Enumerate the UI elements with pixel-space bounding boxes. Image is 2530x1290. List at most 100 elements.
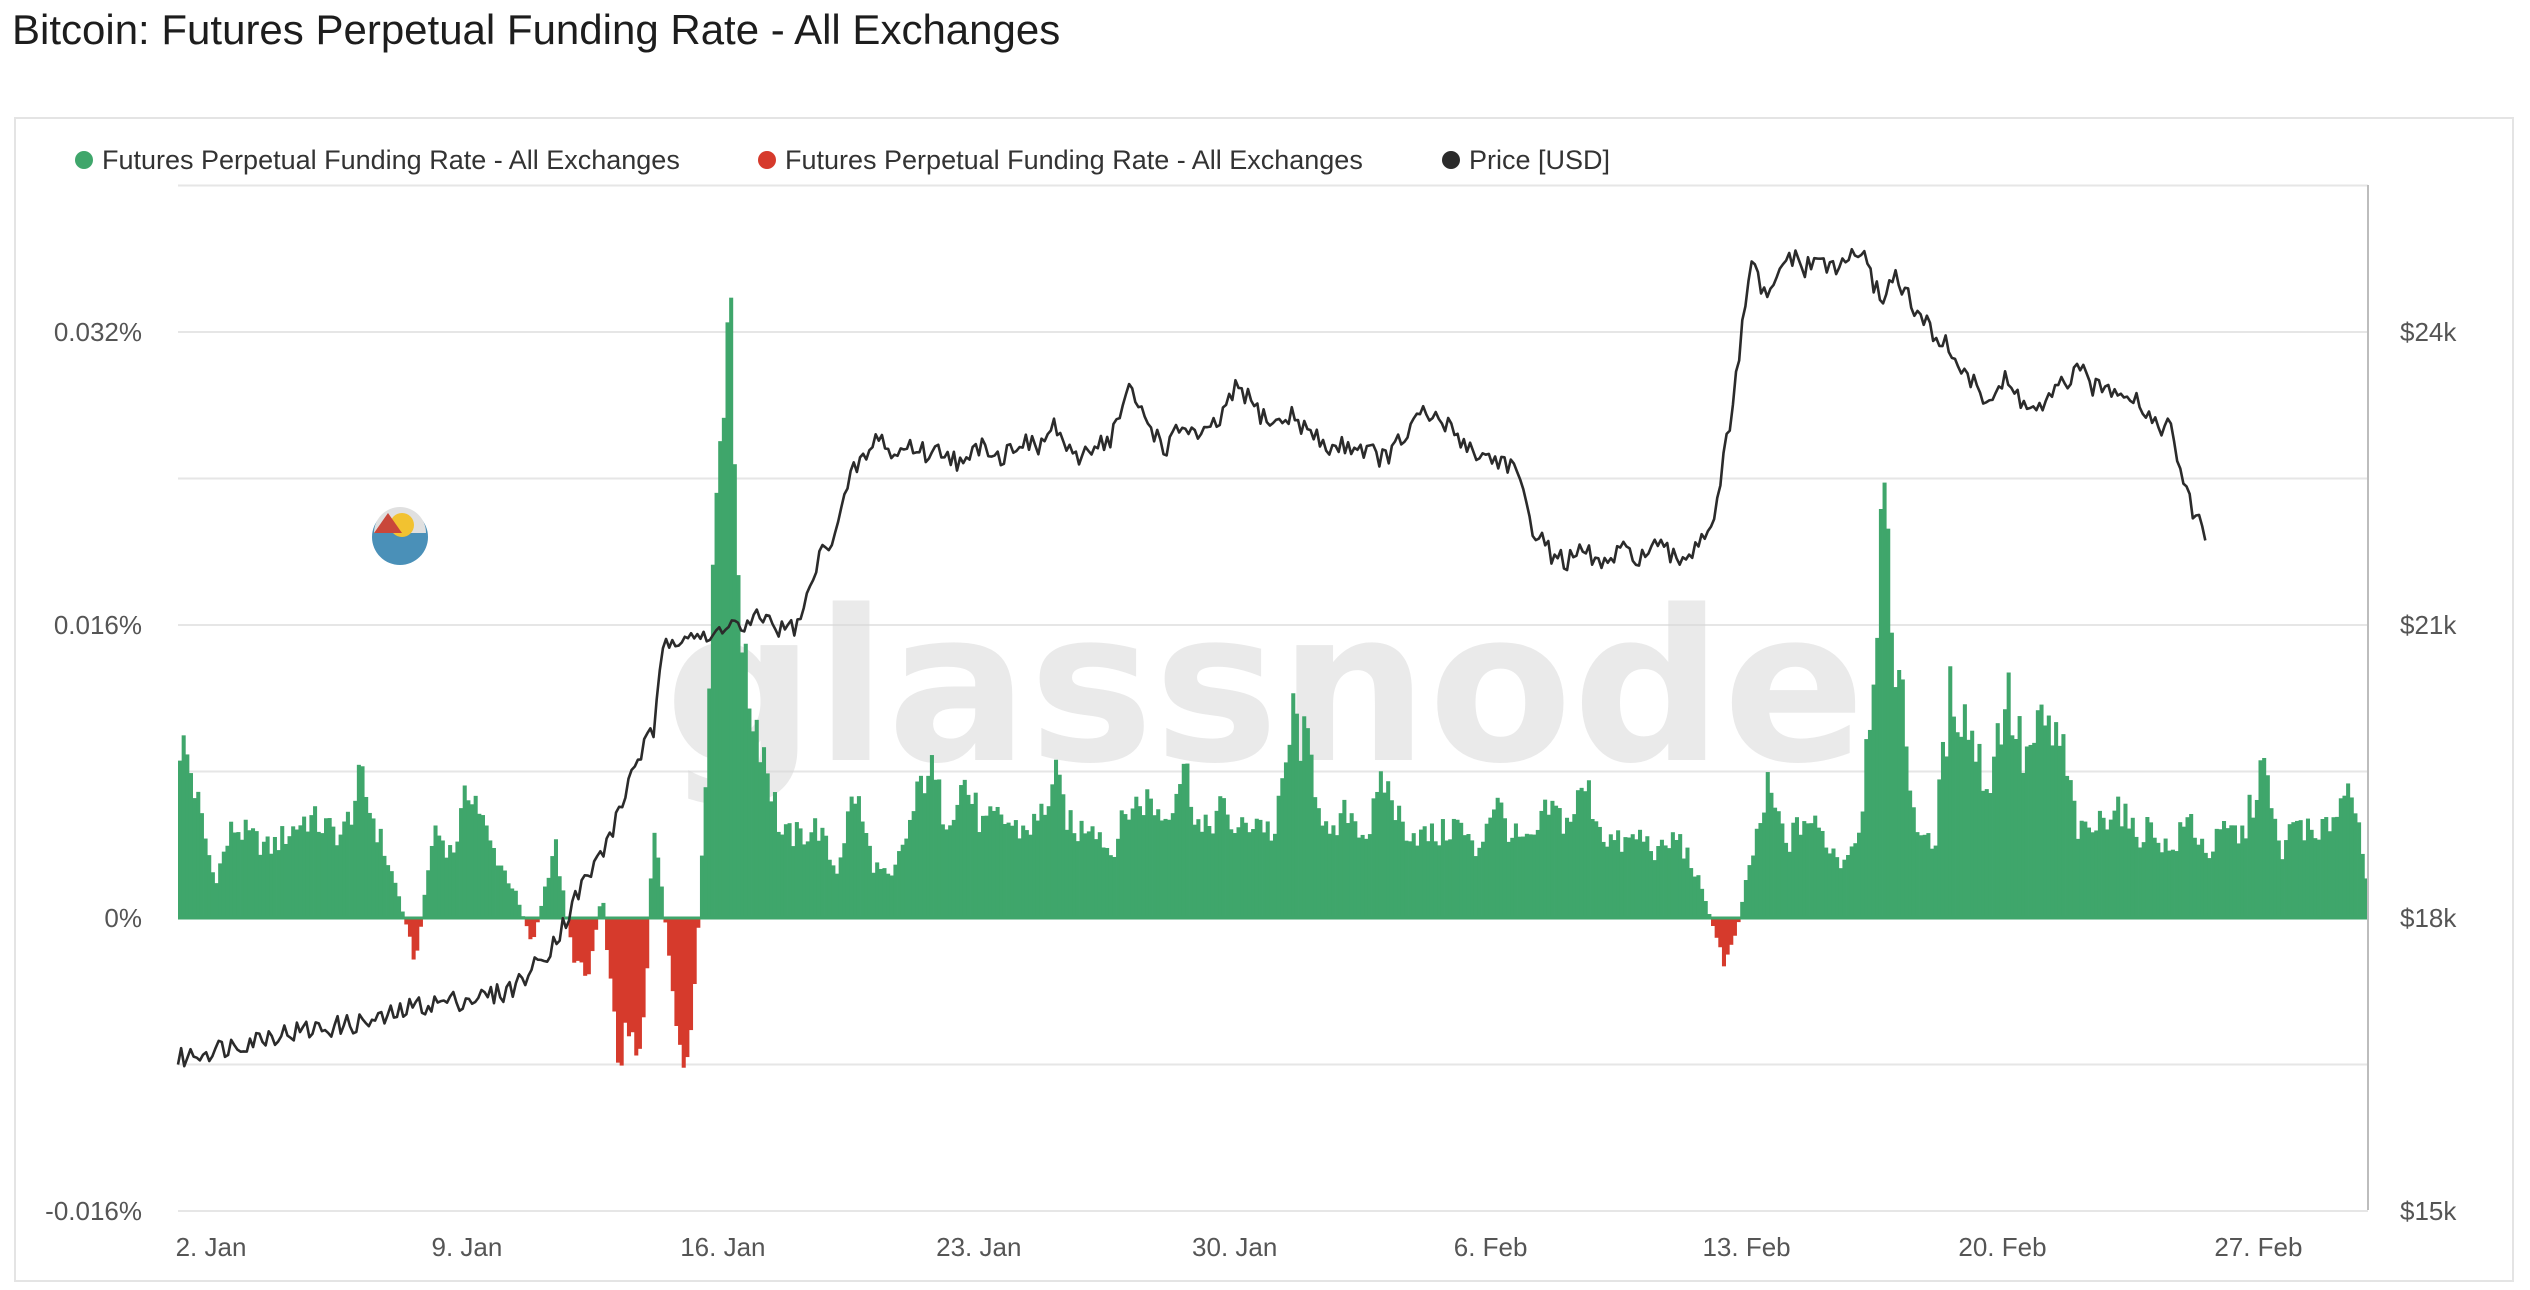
funding-bar-positive (305, 831, 310, 918)
funding-bar-positive (210, 872, 215, 918)
funding-bar-positive (1557, 808, 1562, 918)
funding-bar-positive (291, 826, 296, 918)
legend-layer: Futures Perpetual Funding Rate - All Exc… (75, 145, 1610, 175)
funding-bar-positive (506, 883, 511, 918)
funding-bar-positive (2123, 803, 2128, 918)
funding-bar-positive (1320, 825, 1325, 918)
funding-bar-positive (1119, 810, 1124, 918)
funding-bar-negative (674, 918, 679, 1026)
funding-bar-positive (2232, 825, 2237, 918)
funding-bar-positive (272, 836, 277, 918)
funding-bar-positive (794, 822, 799, 918)
funding-bar-positive (331, 826, 336, 918)
funding-bar-positive (2163, 838, 2168, 918)
funding-bar-positive (1116, 838, 1121, 918)
funding-bar-positive (1404, 840, 1409, 918)
funding-bar-positive (1269, 840, 1274, 918)
grid-layer (178, 184, 2368, 1212)
funding-bar-positive (178, 760, 183, 918)
funding-bar-positive (2342, 795, 2347, 918)
funding-bar-positive (1583, 791, 1588, 918)
funding-bar-positive (1765, 772, 1770, 918)
funding-bar-positive (502, 870, 507, 918)
funding-bar-positive (2013, 739, 2018, 918)
funding-bar-negative (681, 918, 686, 1068)
funding-bar-positive (2116, 796, 2121, 918)
funding-bar-positive (1995, 723, 2000, 918)
funding-bar-positive (433, 825, 438, 918)
funding-bar-positive (232, 832, 237, 918)
funding-bar-positive (1897, 670, 1902, 918)
page-title: Bitcoin: Futures Perpetual Funding Rate … (12, 6, 1061, 53)
funding-bar-negative (586, 918, 591, 975)
funding-bar-negative (407, 918, 412, 937)
funding-bar-positive (2291, 822, 2296, 918)
funding-bar-negative (685, 918, 690, 1058)
funding-bar-positive (1572, 814, 1577, 918)
funding-bar-negative (404, 918, 409, 925)
funding-bar-positive (309, 815, 314, 918)
y-left-tick-label: 0.032% (54, 317, 142, 347)
funding-bar-positive (1513, 823, 1518, 918)
funding-bar-negative (572, 918, 577, 963)
funding-bar-negative (415, 918, 420, 951)
x-tick-label: 16. Jan (680, 1232, 765, 1262)
funding-bar-positive (543, 886, 548, 918)
funding-bar-positive (1794, 817, 1799, 918)
funding-bar-positive (962, 779, 967, 918)
funding-bar-positive (1627, 837, 1632, 918)
funding-bar-positive (2159, 852, 2164, 918)
funding-bar-positive (2127, 828, 2132, 918)
y-right-tick-label: $24k (2400, 317, 2457, 347)
funding-bar-negative (1711, 918, 1716, 926)
funding-bar-positive (1064, 829, 1069, 918)
funding-bar-positive (491, 847, 496, 918)
funding-bar-positive (966, 794, 971, 918)
funding-bar-positive (776, 831, 781, 918)
funding-bar-positive (703, 787, 708, 918)
funding-bar-positive (1860, 811, 1865, 918)
funding-bar-positive (2090, 832, 2095, 918)
funding-bar-positive (1006, 822, 1011, 918)
funding-bar-positive (2214, 828, 2219, 918)
funding-bar-positive (1440, 819, 1445, 918)
funding-bar-positive (1448, 839, 1453, 918)
funding-bar-positive (1488, 817, 1493, 918)
x-tick-label: 20. Feb (1958, 1232, 2046, 1262)
funding-bar-positive (1981, 790, 1986, 918)
funding-bar-positive (2017, 716, 2022, 918)
funding-bar-positive (2072, 800, 2077, 918)
funding-bar-positive (1218, 796, 1223, 918)
funding-bar-positive (1857, 832, 1862, 918)
funding-bar-positive (338, 834, 343, 918)
funding-bar-positive (240, 839, 245, 918)
funding-bar-positive (652, 832, 657, 918)
funding-bar-positive (926, 775, 931, 918)
y-right-tick-label: $18k (2400, 903, 2457, 933)
funding-bar-positive (897, 851, 902, 918)
funding-bar-negative (575, 918, 580, 961)
funding-bar-positive (1922, 834, 1927, 918)
funding-bar-positive (1842, 859, 1847, 918)
funding-bar-positive (1835, 857, 1840, 918)
funding-bar-positive (2353, 813, 2358, 918)
funding-bar-positive (2225, 828, 2230, 918)
funding-bar-positive (1294, 713, 1299, 918)
funding-bar-positive (1984, 789, 1989, 918)
funding-bar-positive (1148, 798, 1153, 918)
funding-bar-positive (1652, 860, 1657, 918)
funding-bar-positive (937, 779, 942, 918)
funding-bar-negative (678, 918, 683, 1045)
funding-bar-positive (1356, 837, 1361, 918)
funding-bar-positive (2145, 817, 2150, 918)
funding-bar-positive (889, 875, 894, 918)
funding-bar-positive (2211, 851, 2216, 918)
funding-bar-positive (1094, 839, 1099, 918)
funding-bar-negative (1729, 918, 1734, 945)
funding-bar-positive (546, 877, 551, 918)
funding-bar-positive (1937, 779, 1942, 918)
funding-bar-positive (397, 896, 402, 918)
funding-bar-positive (1178, 784, 1183, 918)
funding-bar-positive (2097, 810, 2102, 918)
funding-bar-positive (451, 852, 456, 918)
